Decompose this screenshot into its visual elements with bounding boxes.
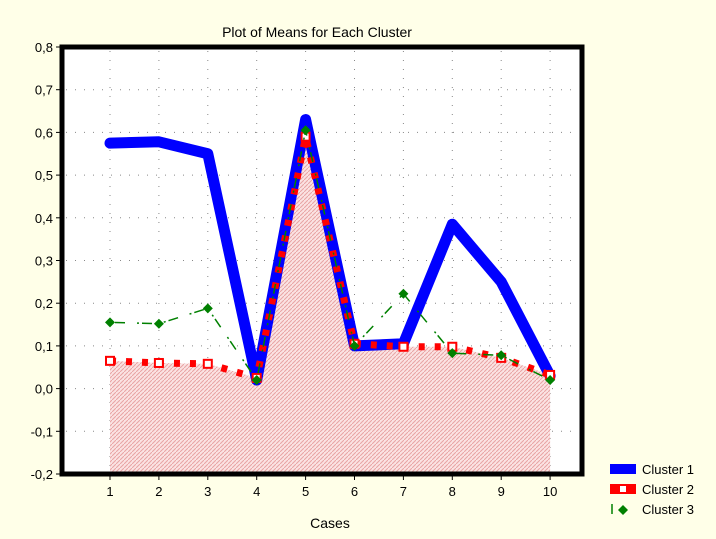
- legend-marker-cluster-3: [618, 505, 628, 515]
- y-tick-label: -0,1: [31, 424, 53, 439]
- cluster-3-marker: [105, 317, 115, 328]
- cluster-3-marker: [153, 318, 164, 329]
- x-tick-label: 4: [253, 484, 260, 499]
- cluster-2-marker: [153, 357, 164, 368]
- chart-title: Plot of Means for Each Cluster: [222, 24, 412, 40]
- legend-label-cluster-2: Cluster 2: [642, 482, 694, 497]
- x-tick-label: 2: [155, 484, 162, 499]
- x-tick-label: 3: [204, 484, 211, 499]
- cluster-3-marker: [251, 375, 262, 386]
- y-tick-label: 0,7: [35, 83, 53, 98]
- x-tick-label: 8: [449, 484, 456, 499]
- cluster-3-marker: [496, 350, 507, 361]
- legend-label-cluster-3: Cluster 3: [642, 502, 694, 517]
- cluster-3-marker: [300, 125, 311, 136]
- cluster-2-marker: [202, 358, 213, 369]
- x-axis-label: Cases: [310, 515, 350, 531]
- y-tick-label: 0,3: [35, 254, 53, 269]
- legend-swatch-cluster-1: [610, 464, 636, 474]
- y-tick-label: 0,4: [35, 211, 53, 226]
- y-tick-label: 0,5: [35, 168, 53, 183]
- y-tick-label: -0,2: [31, 467, 53, 482]
- cluster-3-line: [109, 130, 551, 382]
- plot-area: 0,8 0,7 0,6 0,5 0,4 0,3 0,2 0,1 0,0 -0,1 -0,2 1 2 3 4 5…: [31, 40, 585, 499]
- x-tick-label: 5: [302, 484, 309, 499]
- y-tick-label: 0,8: [35, 40, 53, 55]
- cluster-3-marker: [545, 375, 556, 386]
- cluster-3-marker: [398, 288, 409, 299]
- cluster-2-area: [110, 136, 551, 475]
- cluster-3-marker: [349, 340, 360, 351]
- y-tick-label: 0,0: [35, 382, 53, 397]
- x-tick-label: 9: [498, 484, 505, 499]
- x-tick-label: 1: [106, 484, 113, 499]
- y-tick-label: 0,6: [35, 125, 53, 140]
- x-tick-label: 10: [543, 484, 557, 499]
- legend-label-cluster-1: Cluster 1: [642, 462, 694, 477]
- y-tick-label: 0,2: [35, 296, 53, 311]
- cluster-1-line: [104, 114, 556, 386]
- x-tick-label: 6: [351, 484, 358, 499]
- legend-marker-cluster-2: [620, 486, 626, 492]
- cluster-2-marker: [398, 341, 409, 352]
- cluster-2-marker: [105, 355, 115, 366]
- x-tick-label: 7: [400, 484, 407, 499]
- y-tick-label: 0,1: [35, 339, 53, 354]
- cluster-3-marker: [202, 303, 213, 314]
- cluster-3-marker: [447, 348, 458, 359]
- legend: Cluster 1 Cluster 2 Cluster 3: [610, 462, 694, 517]
- plot-frame: [59, 44, 585, 477]
